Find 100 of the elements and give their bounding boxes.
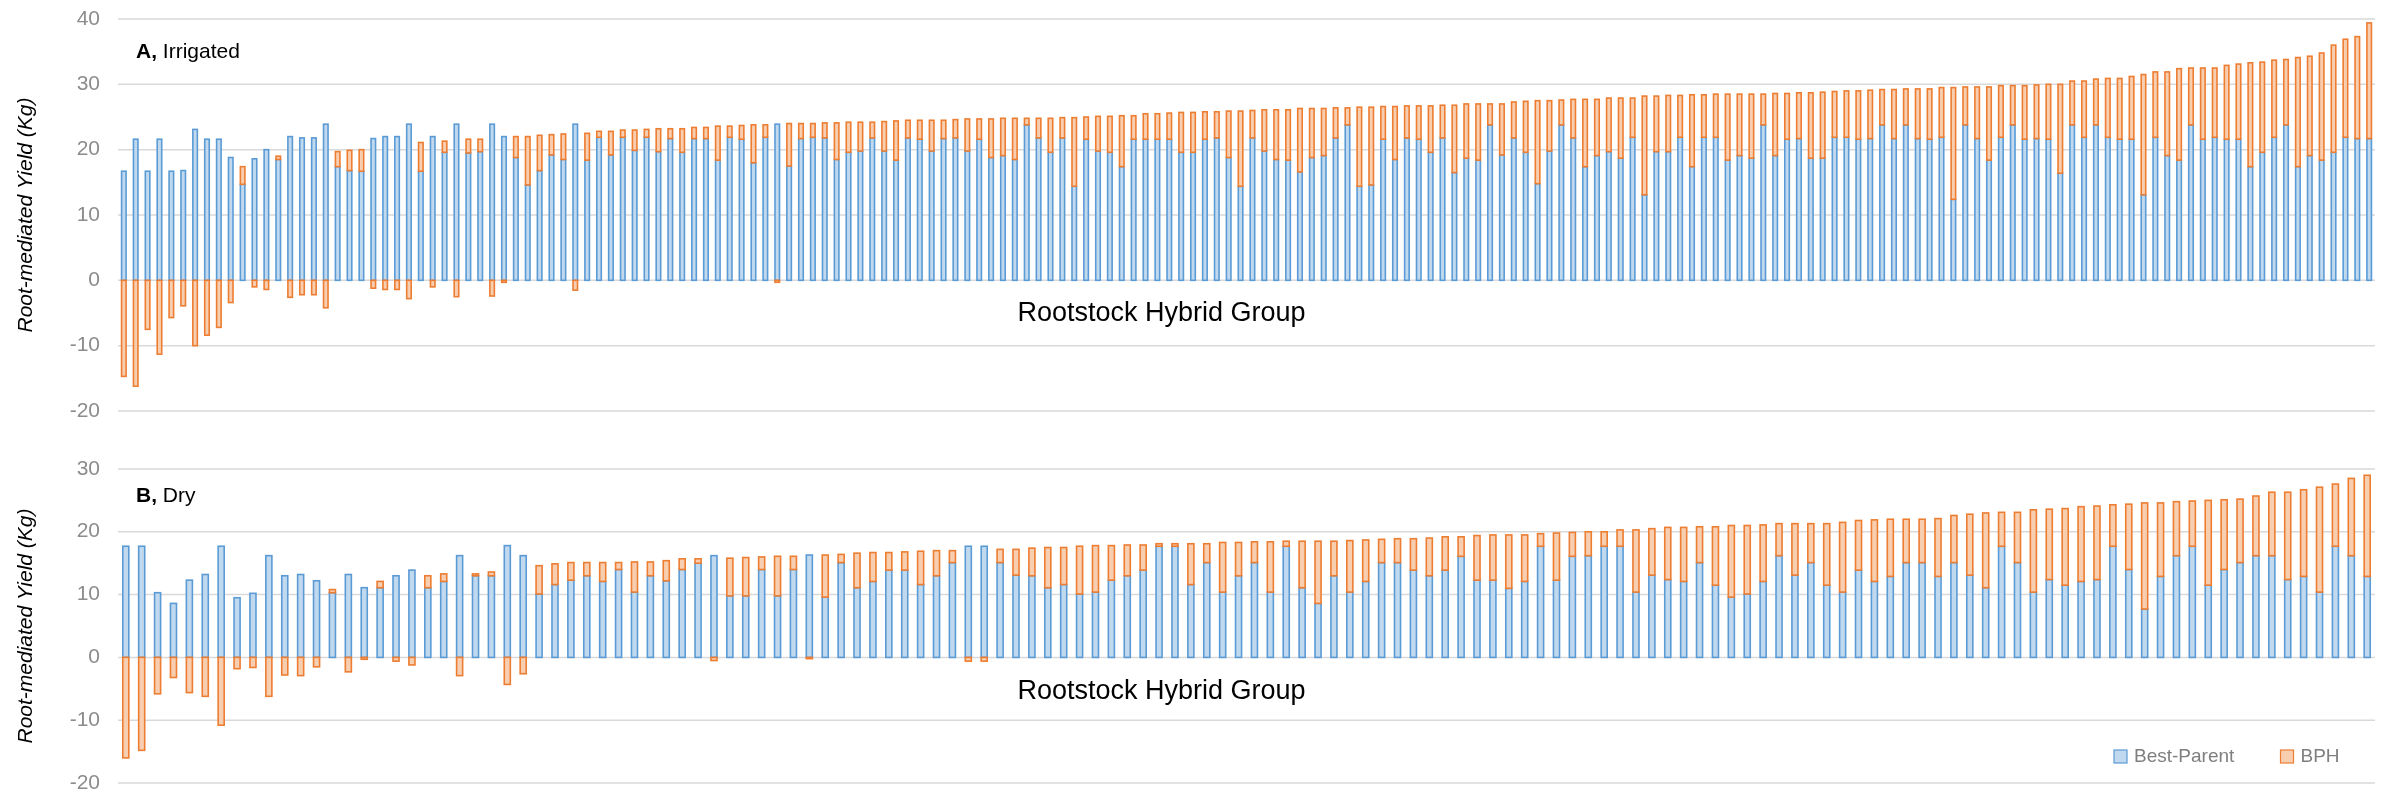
bar [1296,171,1304,282]
bar [2069,80,2076,126]
bar [2283,578,2292,659]
bar [2247,165,2254,282]
y-tick-label: 20 [76,518,100,542]
bar [1629,136,1636,282]
bar [1409,537,1418,571]
bar [280,574,289,659]
bar [2268,554,2276,659]
bar [1582,165,1589,282]
bar [551,583,559,659]
bar [964,118,971,152]
bar [322,279,329,309]
bar [2104,77,2111,139]
bar [536,134,543,172]
bar [312,579,321,659]
bar [1617,157,1624,282]
bar [738,138,745,282]
bar [932,549,941,577]
bar [1439,137,1446,282]
bar [1965,513,1974,576]
bar [2140,73,2147,196]
bar [1617,97,1624,159]
bar [1568,531,1577,558]
bar [1047,117,1054,154]
bar [1985,159,1993,282]
bar [964,545,973,659]
bar [1724,159,1731,282]
bar [249,656,257,669]
y-tick-label: -10 [69,706,100,730]
bar [180,279,187,307]
bar [1308,156,1315,282]
bar [786,122,793,167]
bar [2021,138,2028,282]
bar [2252,554,2260,659]
bar [2342,136,2349,282]
bar [382,135,389,282]
bar [1368,106,1375,186]
bar [2187,67,2195,126]
bar [2366,22,2373,140]
bar [726,557,734,597]
bar [1201,110,1208,141]
bar [1320,154,1327,282]
bar [370,279,377,289]
bar [2069,124,2076,282]
bar [1843,136,1850,282]
bar [821,596,830,659]
bar [1772,154,1779,282]
bar [2235,138,2242,282]
bar [1831,90,1838,139]
bar [1344,124,1351,282]
bar [2152,136,2159,282]
bar [2109,545,2117,659]
bar [833,158,840,282]
bar [1605,150,1612,282]
bar [346,169,353,282]
bar [1504,534,1513,590]
bar [845,121,852,154]
bar [1489,579,1497,659]
bar [1187,583,1195,659]
bar [1498,103,1505,156]
bar [584,159,591,282]
bar [598,561,607,583]
bar [1237,185,1244,282]
bar [1439,104,1446,139]
bar [2093,505,2101,581]
bar [310,137,317,282]
bar [137,545,146,659]
bar [1783,92,1791,141]
bar [980,656,989,662]
bar [192,279,199,347]
bar [1083,138,1090,282]
bar [1700,136,1707,282]
bar [1711,584,1720,659]
bar [1677,94,1684,139]
bar [1425,537,1434,577]
bar [1298,586,1306,659]
bar [2188,500,2197,548]
bar [1593,154,1601,282]
bar [1855,138,1862,282]
y-tick-label: 30 [76,70,100,94]
bar [1130,138,1137,282]
bar [2124,568,2133,659]
bar [1819,91,1826,159]
bar [1130,114,1137,141]
bar [1486,103,1494,126]
bar [1202,561,1211,659]
bar [334,165,341,282]
bar [1695,525,1704,564]
bar [1918,561,1926,659]
bar [1473,579,1481,659]
bar [1139,544,1147,571]
bar [2259,151,2266,282]
bar [408,656,416,666]
bar [694,562,702,659]
bar [2342,38,2349,139]
bar [762,124,769,139]
bar [1663,526,1672,581]
bar [322,123,329,282]
bar [1451,104,1458,174]
